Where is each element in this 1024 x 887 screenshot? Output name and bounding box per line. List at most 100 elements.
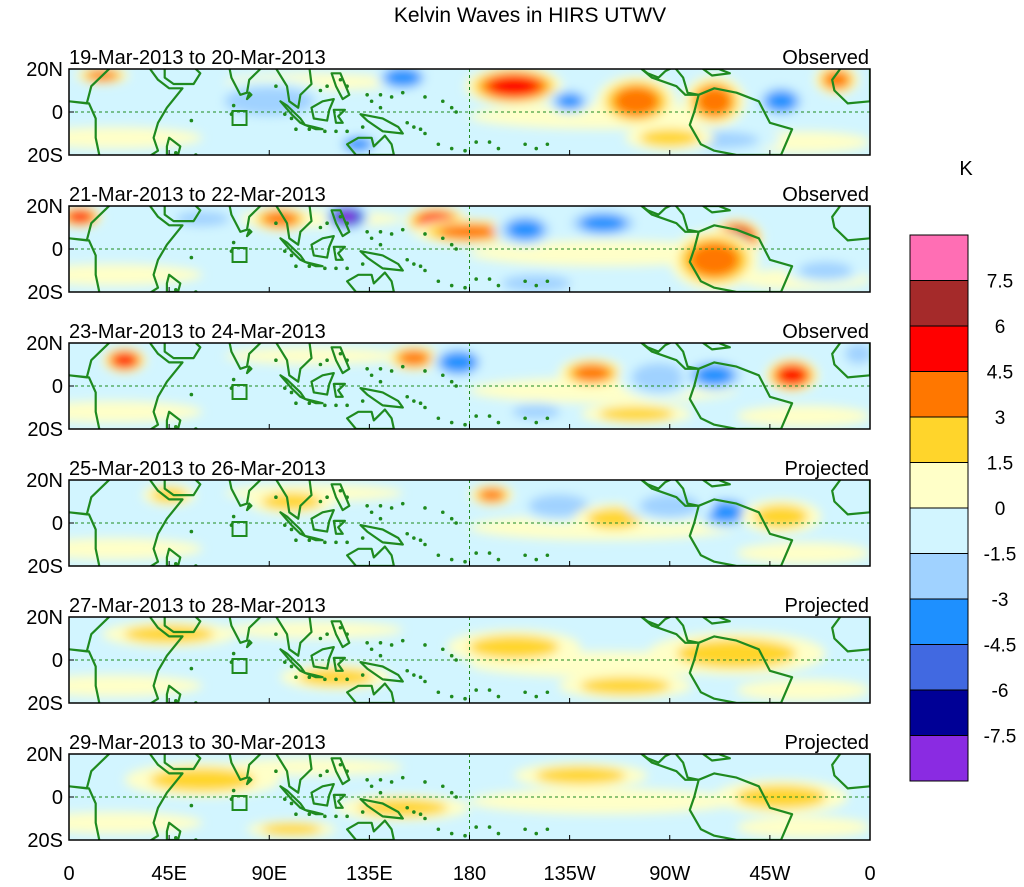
island-marker	[360, 536, 365, 540]
colorbar-label: 6	[995, 317, 1006, 338]
island-marker	[423, 232, 427, 236]
anomaly-contour	[735, 785, 827, 809]
island-marker	[323, 677, 327, 682]
island-marker	[523, 142, 527, 147]
island-marker	[289, 527, 294, 532]
island-marker	[338, 625, 343, 630]
island-marker	[423, 679, 427, 684]
island-marker	[307, 812, 312, 816]
lon-label: 0	[63, 863, 74, 885]
island-marker	[365, 367, 369, 371]
anomaly-contour	[69, 675, 203, 697]
island-marker	[436, 827, 441, 832]
island-marker	[307, 264, 312, 269]
anomaly-contour	[580, 214, 626, 232]
island-marker	[294, 675, 298, 679]
anomaly-field	[69, 343, 870, 427]
island-marker	[189, 803, 194, 808]
island-marker	[418, 127, 423, 131]
coastlines	[69, 69, 870, 155]
island-marker	[463, 422, 467, 427]
coastlines	[69, 206, 870, 292]
island-marker	[436, 416, 441, 421]
island-marker	[231, 788, 236, 793]
island-marker	[441, 647, 445, 652]
island-marker	[369, 373, 374, 378]
island-marker	[389, 95, 394, 99]
island-marker	[449, 790, 454, 795]
island-marker	[365, 641, 369, 645]
island-marker	[474, 277, 478, 281]
anomaly-contour	[639, 494, 700, 518]
island-marker	[463, 833, 467, 838]
anomaly-contour	[696, 86, 732, 116]
island-marker	[463, 285, 467, 290]
island-marker	[418, 401, 423, 406]
island-marker	[423, 643, 427, 647]
island-marker	[545, 142, 550, 147]
island-marker	[334, 403, 338, 408]
region-box	[231, 247, 248, 263]
island-marker	[345, 632, 349, 636]
island-marker	[378, 504, 383, 508]
lat-label: 20S	[27, 282, 63, 304]
island-marker	[545, 553, 550, 558]
island-marker	[454, 521, 458, 525]
lat-label: 20N	[26, 196, 63, 218]
panel-type-label: Projected	[785, 595, 870, 617]
island-marker	[174, 836, 178, 840]
island-marker	[523, 553, 527, 558]
anomaly-contour	[848, 346, 869, 362]
island-marker	[334, 266, 338, 271]
island-marker	[289, 390, 294, 395]
island-marker	[231, 377, 236, 382]
island-marker	[436, 553, 441, 558]
island-marker	[378, 242, 383, 247]
anomaly-contour	[224, 347, 403, 365]
island-marker	[189, 392, 194, 397]
island-marker	[389, 506, 394, 510]
island-marker	[231, 651, 236, 656]
continent-outline	[69, 754, 870, 840]
island-marker	[334, 129, 338, 134]
lon-label: 90E	[251, 863, 287, 885]
island-marker	[487, 414, 492, 418]
lat-label: 20N	[26, 744, 63, 766]
island-marker	[441, 784, 445, 789]
colorbar-swatch	[909, 371, 969, 418]
island-marker	[378, 93, 383, 97]
island-marker	[365, 93, 369, 97]
island-marker	[334, 540, 338, 545]
island-marker	[474, 688, 478, 692]
island-marker	[412, 536, 416, 540]
island-marker	[496, 557, 501, 562]
lat-label: 0	[52, 239, 63, 261]
island-marker	[174, 699, 178, 703]
island-marker	[523, 690, 527, 695]
anomaly-contour	[798, 261, 853, 280]
coastlines	[69, 343, 870, 429]
island-marker	[454, 247, 458, 251]
lat-label: 0	[52, 650, 63, 672]
map-panel: 20N 0 20S 21-Mar-2013 to 22-Mar-2013 Observe…	[26, 184, 871, 304]
island-marker	[325, 358, 329, 363]
island-marker	[487, 277, 492, 281]
anomaly-contour	[736, 679, 870, 701]
island-marker	[307, 127, 312, 131]
map-panel: 20N 0 20S 19-Mar-2013 to 20-Mar-2013 Observe…	[26, 47, 871, 167]
colorbar: K 7.5 6 4.5 3 1.5 0 -1.5 -3 -4.5 -6 -7.5	[909, 158, 1016, 782]
lat-label: 20S	[27, 145, 63, 167]
colorbar-swatch	[909, 553, 969, 600]
island-marker	[360, 673, 365, 677]
island-marker	[378, 379, 383, 384]
island-marker	[496, 283, 501, 288]
island-marker	[345, 84, 349, 88]
lat-label: 0	[52, 787, 63, 809]
anomaly-contour	[587, 508, 642, 529]
island-marker	[323, 814, 327, 819]
island-marker	[345, 540, 349, 545]
colorbar-swatch	[909, 735, 969, 782]
island-marker	[389, 780, 394, 784]
island-marker	[436, 142, 441, 147]
